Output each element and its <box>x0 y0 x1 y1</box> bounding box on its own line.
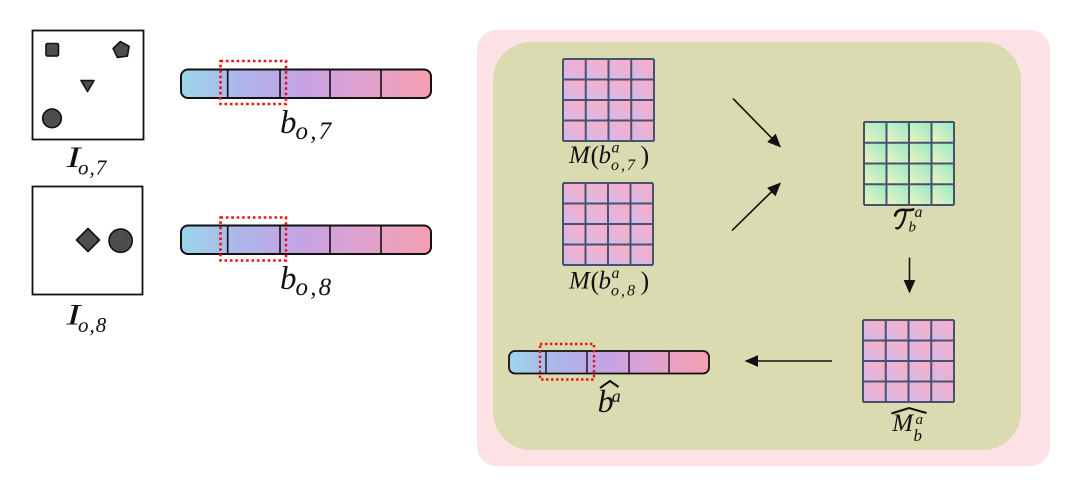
svg-text:b: b <box>914 426 923 445</box>
svg-text:b: b <box>599 268 612 295</box>
svg-text:(: ( <box>591 141 600 170</box>
svg-text:b: b <box>598 383 614 419</box>
svg-text:b: b <box>909 220 917 236</box>
svg-text:o,8: o,8 <box>78 313 107 337</box>
svg-text:I: I <box>65 299 83 332</box>
svg-text:): ) <box>641 141 650 170</box>
svg-text:b: b <box>280 261 297 297</box>
svg-text:a: a <box>612 386 621 406</box>
svg-text:o,8: o,8 <box>296 274 334 301</box>
svg-text:M: M <box>568 142 591 169</box>
svg-text:a: a <box>915 204 923 221</box>
svg-text:): ) <box>641 267 650 296</box>
svg-text:o,7: o,7 <box>78 156 108 180</box>
svg-text:a: a <box>916 412 924 428</box>
svg-text:I: I <box>65 141 83 174</box>
svg-text:(: ( <box>591 267 600 296</box>
svg-text:M: M <box>891 410 914 437</box>
svg-text:b: b <box>280 105 297 141</box>
svg-text:b: b <box>599 142 612 169</box>
svg-text:a: a <box>612 140 620 157</box>
svg-text:o,7: o,7 <box>296 118 334 145</box>
svg-text:M: M <box>568 268 591 295</box>
svg-text:o,8: o,8 <box>611 283 637 300</box>
svg-text:a: a <box>612 265 620 282</box>
svg-text:o,7: o,7 <box>611 157 637 174</box>
